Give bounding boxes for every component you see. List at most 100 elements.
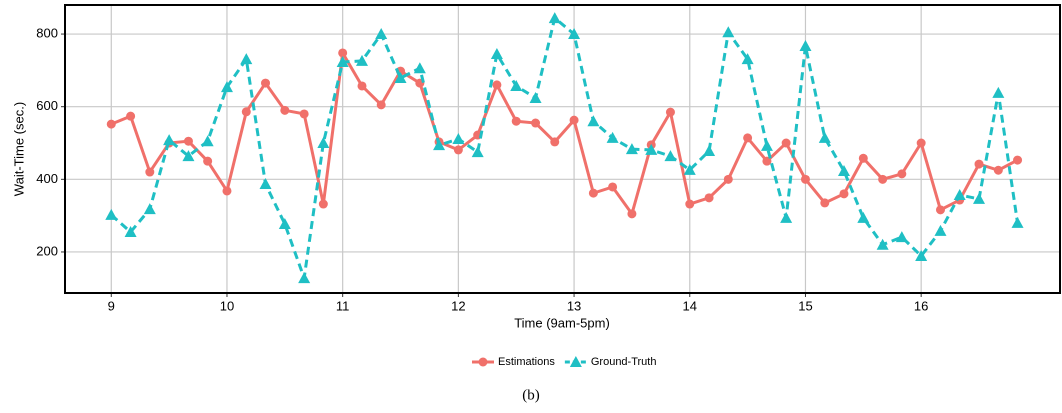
point <box>163 134 176 146</box>
x-tick-label: 14 <box>683 298 697 313</box>
point <box>433 139 446 151</box>
point <box>723 174 733 184</box>
point <box>510 79 523 91</box>
x-tick-label: 13 <box>567 298 581 313</box>
point <box>781 138 791 148</box>
point <box>550 137 560 147</box>
point <box>203 156 213 166</box>
x-tick-label: 16 <box>914 298 928 313</box>
point <box>220 81 233 93</box>
point <box>722 26 735 38</box>
point <box>569 115 579 125</box>
point <box>645 143 658 155</box>
legend-marker <box>569 356 582 367</box>
point <box>665 107 675 117</box>
point <box>126 111 136 121</box>
legend-label: Estimations <box>498 356 555 368</box>
point <box>993 165 1003 175</box>
caption: (b) <box>522 387 540 403</box>
legend: Estimations Ground-Truth <box>472 356 656 368</box>
point <box>338 48 348 58</box>
y-tick-label: 800 <box>36 25 58 40</box>
point <box>280 105 290 115</box>
point <box>278 217 291 229</box>
point <box>800 174 810 184</box>
point <box>934 224 947 236</box>
point <box>222 186 232 196</box>
point <box>878 174 888 184</box>
point <box>953 188 966 200</box>
point <box>548 12 561 24</box>
point <box>762 156 772 166</box>
x-tick-label: 11 <box>336 298 350 313</box>
x-tick-label: 10 <box>220 298 234 313</box>
point <box>453 145 463 155</box>
point <box>492 80 502 90</box>
point <box>568 28 581 40</box>
point <box>145 167 155 177</box>
point <box>511 116 521 126</box>
x-axis-label: Time (9am-5pm) <box>514 315 610 330</box>
point <box>685 199 695 209</box>
plot-background <box>65 5 1060 293</box>
point <box>664 150 677 162</box>
x-tick-label: 9 <box>108 298 115 313</box>
point <box>357 81 367 91</box>
point <box>683 163 696 175</box>
legend-label: Ground-Truth <box>591 356 657 368</box>
point <box>818 131 831 143</box>
point <box>743 133 753 143</box>
point <box>625 143 638 155</box>
point <box>1011 216 1024 228</box>
point <box>992 86 1005 98</box>
point <box>1013 155 1023 165</box>
point <box>105 208 118 220</box>
point <box>452 133 465 145</box>
point <box>704 193 714 203</box>
point <box>318 199 328 209</box>
y-tick-label: 200 <box>36 243 58 258</box>
legend-marker <box>478 357 488 367</box>
point <box>606 131 619 143</box>
point <box>916 138 926 148</box>
point <box>897 169 907 179</box>
point <box>124 225 137 237</box>
point <box>780 211 793 223</box>
point <box>973 192 986 204</box>
point <box>915 249 928 261</box>
point <box>241 107 251 117</box>
point <box>974 159 984 169</box>
point <box>531 118 541 128</box>
point <box>299 109 309 119</box>
point <box>394 71 407 83</box>
point <box>375 28 388 40</box>
point <box>490 48 503 60</box>
point <box>529 91 542 103</box>
point <box>317 137 330 149</box>
y-axis-label: Wait-Time (sec.) <box>11 102 26 196</box>
point <box>588 188 598 198</box>
y-tick-label: 400 <box>36 171 58 186</box>
y-tick-label: 600 <box>36 98 58 113</box>
point <box>741 53 754 65</box>
point <box>837 164 850 176</box>
point <box>336 56 349 68</box>
point <box>183 136 193 146</box>
point <box>298 272 311 284</box>
point <box>261 78 271 88</box>
series-line <box>110 48 1019 218</box>
point <box>240 53 253 65</box>
point <box>182 150 195 162</box>
point <box>587 115 600 127</box>
point <box>895 231 908 243</box>
point <box>799 40 812 52</box>
point <box>703 144 716 156</box>
point <box>858 153 868 163</box>
point <box>839 189 849 199</box>
point <box>935 205 945 215</box>
x-tick-label: 15 <box>798 298 812 313</box>
point <box>259 178 272 190</box>
point <box>355 54 368 66</box>
point <box>820 198 830 208</box>
